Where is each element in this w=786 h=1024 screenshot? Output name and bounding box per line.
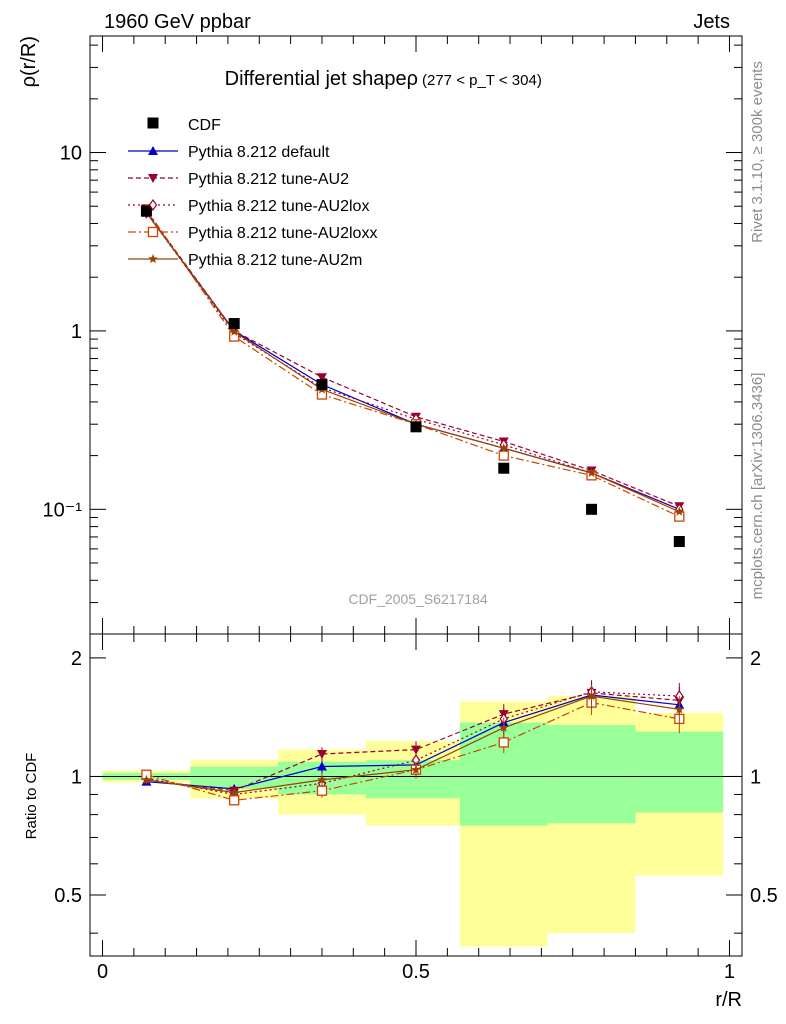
ratio-band-green-5 bbox=[547, 725, 636, 824]
ratio-series-marker-0 bbox=[316, 761, 327, 771]
ratio-panel: 0.5 0.5 1 1 2 2 0 0.5 1 Ratio to CDF r/R bbox=[23, 633, 778, 1011]
ratio-series-marker-4 bbox=[411, 764, 421, 774]
cdf-data-point bbox=[228, 318, 240, 330]
cdf-data-point bbox=[316, 379, 328, 391]
main-title-range: (277 < p_T < 304) bbox=[422, 72, 542, 89]
ratio-ytick-label-right: 2 bbox=[750, 648, 761, 670]
header-left: 1960 GeV ppbar bbox=[104, 11, 251, 33]
ratio-ytick-label-left: 1 bbox=[71, 766, 82, 788]
ratio-series-marker-3 bbox=[316, 785, 328, 796]
cdf-data-point bbox=[410, 421, 422, 433]
main-panel: 10⁻¹ 1 10 Differential jet shapeρ (277 < p… bbox=[18, 35, 743, 635]
ratio-series-group bbox=[141, 680, 685, 806]
ratio-axis-ticks: 0.5 0.5 1 1 2 2 0 0.5 1 bbox=[54, 634, 778, 983]
legend-marker-2 bbox=[148, 198, 158, 212]
cdf-data-group bbox=[140, 205, 685, 548]
ratio-series-marker-4 bbox=[674, 704, 685, 714]
cdf-data-point bbox=[498, 462, 510, 474]
legend-marker-1 bbox=[148, 174, 158, 183]
ratio-uncertainty-bands bbox=[102, 696, 724, 947]
legend-label-4: Pythia 8.212 tune-AU2m bbox=[188, 252, 362, 269]
legend-marker-cdf bbox=[147, 117, 159, 129]
legend-label-2: Pythia 8.212 tune-AU2lox bbox=[188, 198, 369, 215]
legend-label-1: Pythia 8.212 tune-AU2 bbox=[188, 171, 349, 188]
ratio-xlabel: r/R bbox=[715, 989, 742, 1011]
ratio-series-marker-3 bbox=[229, 795, 240, 806]
legend-label-0: Pythia 8.212 default bbox=[188, 144, 330, 161]
legend-marker-3 bbox=[147, 226, 159, 238]
ratio-ytick-label-left: 2 bbox=[71, 648, 82, 670]
ratio-series-marker-4 bbox=[586, 691, 597, 701]
main-series-marker-4 bbox=[499, 443, 509, 453]
ratio-series-marker-4 bbox=[317, 774, 327, 784]
ratio-xtick-label: 0 bbox=[97, 961, 108, 983]
ratio-xtick-label: 0.5 bbox=[402, 961, 430, 983]
cdf-data-point bbox=[586, 503, 598, 515]
ratio-ytick-label-right: 0.5 bbox=[750, 885, 778, 907]
ratio-band-green-6 bbox=[635, 731, 724, 813]
ratio-ytick-label-left: 0.5 bbox=[54, 885, 82, 907]
cdf-data-point bbox=[140, 205, 152, 217]
legend-marker-4 bbox=[148, 254, 158, 264]
main-ylabel: ρ(r/R) bbox=[18, 36, 40, 87]
main-axis-ticks: 10⁻¹ 1 10 bbox=[43, 36, 742, 635]
ratio-series-marker-1 bbox=[411, 745, 421, 755]
ratio-series-marker-3 bbox=[498, 737, 509, 748]
legend-label-3: Pythia 8.212 tune-AU2loxx bbox=[188, 225, 377, 242]
ratio-xtick-label: 1 bbox=[724, 961, 735, 983]
ratio-series-marker-1 bbox=[316, 750, 327, 760]
ratio-series-marker-4 bbox=[499, 722, 509, 732]
header-right: Jets bbox=[693, 11, 730, 33]
legend-marker-0 bbox=[148, 146, 158, 155]
ratio-series-marker-4 bbox=[229, 787, 239, 797]
cdf-data-point bbox=[673, 536, 685, 548]
main-series-marker-4 bbox=[674, 506, 685, 516]
legend-label-cdf: CDF bbox=[188, 117, 221, 134]
main-series-marker-1 bbox=[316, 373, 327, 383]
side-label-mcplots: mcplots.cern.ch [arXiv:1306.3436] bbox=[749, 373, 766, 600]
main-title: Differential jet shapeρ bbox=[225, 68, 418, 90]
legend: CDF Pythia 8.212 default Pythia 8.212 tune… bbox=[128, 117, 377, 269]
main-ytick-label: 10⁻¹ bbox=[43, 499, 83, 521]
side-label-rivet: Rivet 3.1.10, ≥ 300k events bbox=[749, 61, 766, 243]
ratio-ytick-label-right: 1 bbox=[750, 766, 761, 788]
main-series-marker-3 bbox=[498, 450, 509, 461]
ratio-series-marker-4 bbox=[141, 774, 152, 784]
main-series-marker-4 bbox=[229, 326, 239, 336]
main-ytick-label: 1 bbox=[71, 321, 82, 343]
ratio-ylabel: Ratio to CDF bbox=[23, 753, 40, 840]
main-watermark: CDF_2005_S6217184 bbox=[348, 591, 488, 607]
main-ytick-label: 10 bbox=[60, 143, 82, 165]
main-series-marker-4 bbox=[586, 467, 597, 477]
